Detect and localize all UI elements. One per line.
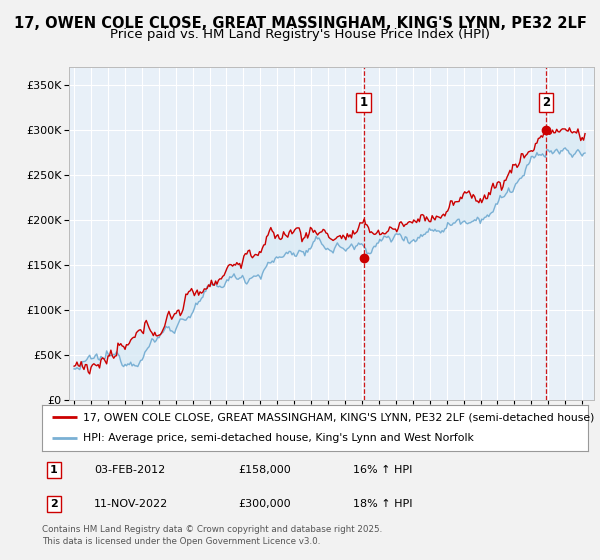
Text: 2: 2: [50, 500, 58, 509]
Text: 2: 2: [542, 96, 550, 109]
Text: HPI: Average price, semi-detached house, King's Lynn and West Norfolk: HPI: Average price, semi-detached house,…: [83, 433, 474, 444]
Text: 1: 1: [359, 96, 368, 109]
Text: £158,000: £158,000: [239, 465, 292, 475]
Text: 18% ↑ HPI: 18% ↑ HPI: [353, 500, 413, 509]
Text: 1: 1: [50, 465, 58, 475]
Text: Contains HM Land Registry data © Crown copyright and database right 2025.
This d: Contains HM Land Registry data © Crown c…: [42, 525, 382, 546]
Text: 03-FEB-2012: 03-FEB-2012: [94, 465, 165, 475]
Text: 11-NOV-2022: 11-NOV-2022: [94, 500, 168, 509]
Text: 17, OWEN COLE CLOSE, GREAT MASSINGHAM, KING'S LYNN, PE32 2LF (semi-detached hous: 17, OWEN COLE CLOSE, GREAT MASSINGHAM, K…: [83, 412, 595, 422]
Text: £300,000: £300,000: [239, 500, 291, 509]
Text: Price paid vs. HM Land Registry's House Price Index (HPI): Price paid vs. HM Land Registry's House …: [110, 28, 490, 41]
Text: 16% ↑ HPI: 16% ↑ HPI: [353, 465, 413, 475]
Text: 17, OWEN COLE CLOSE, GREAT MASSINGHAM, KING'S LYNN, PE32 2LF: 17, OWEN COLE CLOSE, GREAT MASSINGHAM, K…: [14, 16, 586, 31]
